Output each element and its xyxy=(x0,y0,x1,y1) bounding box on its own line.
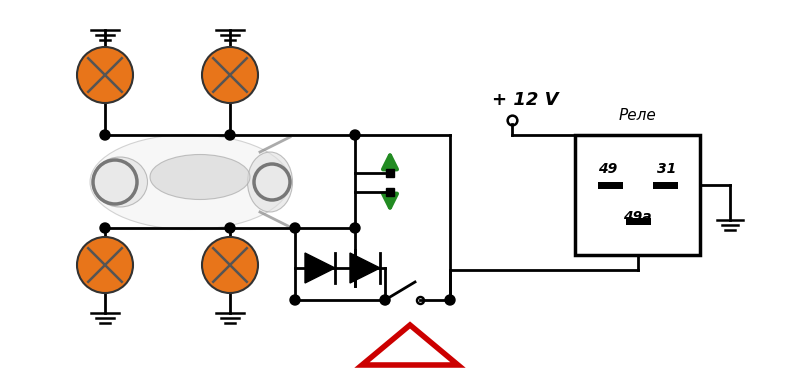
Circle shape xyxy=(350,130,360,140)
Bar xyxy=(598,182,623,189)
Text: 49a: 49a xyxy=(623,210,652,223)
Circle shape xyxy=(290,295,300,305)
Circle shape xyxy=(202,237,258,293)
Polygon shape xyxy=(350,253,380,283)
Bar xyxy=(653,182,678,189)
Circle shape xyxy=(100,130,110,140)
Circle shape xyxy=(100,223,110,233)
Ellipse shape xyxy=(150,154,250,200)
Circle shape xyxy=(77,47,133,103)
Bar xyxy=(575,135,700,255)
Text: 49: 49 xyxy=(598,162,618,175)
Circle shape xyxy=(225,223,235,233)
Ellipse shape xyxy=(90,134,290,230)
Bar xyxy=(626,218,650,225)
Circle shape xyxy=(380,295,390,305)
Circle shape xyxy=(77,237,133,293)
Circle shape xyxy=(225,130,235,140)
Circle shape xyxy=(202,47,258,103)
Circle shape xyxy=(350,223,360,233)
Circle shape xyxy=(445,295,455,305)
Circle shape xyxy=(290,223,300,233)
Text: + 12 V: + 12 V xyxy=(492,91,558,109)
Polygon shape xyxy=(305,253,335,283)
Text: 31: 31 xyxy=(658,162,677,175)
Ellipse shape xyxy=(247,152,293,212)
Text: Реле: Реле xyxy=(618,108,656,123)
Ellipse shape xyxy=(93,157,147,207)
